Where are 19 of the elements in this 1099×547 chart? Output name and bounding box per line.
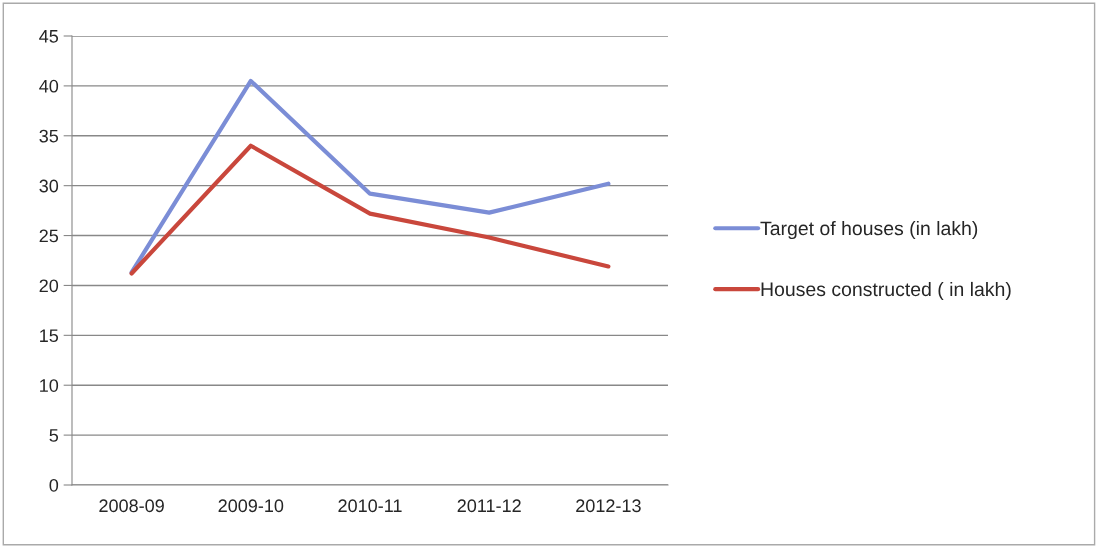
y-tick-label: 30 [39,179,59,193]
x-tick-label: 2009-10 [218,499,284,513]
y-tick-label: 45 [39,30,59,43]
line-series [129,78,611,275]
legend-label: Houses constructed ( in lakh) [761,281,1011,301]
line-series [129,143,611,276]
x-tick-label: 2012-13 [576,499,641,513]
y-tick-label: 40 [39,79,59,93]
y-tick-label: 5 [49,429,59,442]
x-tick-label: 2011-12 [457,499,521,513]
y-tick-label: 25 [39,229,59,243]
legend-label: Target of houses (in lakh) [760,220,978,240]
y-tick-label: 20 [39,279,59,293]
x-tick-label: 2008-09 [99,499,164,513]
y-tick-label: 10 [40,379,59,392]
y-tick-label: 0 [49,478,59,492]
x-tick-label: 2010-11 [338,499,402,513]
y-tick-label: 15 [40,329,59,343]
y-tick-label: 35 [39,129,59,143]
